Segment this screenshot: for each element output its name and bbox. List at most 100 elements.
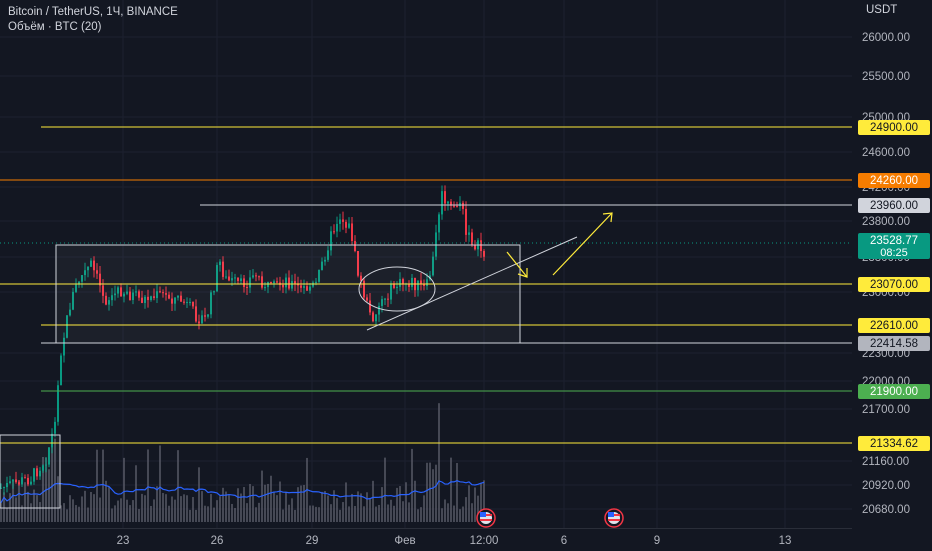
volume-bar xyxy=(75,505,77,522)
arrow-down-head xyxy=(517,268,528,278)
volume-bar xyxy=(435,464,437,522)
price-label: 23070.00 xyxy=(870,279,918,291)
volume-bar xyxy=(156,486,158,522)
candle xyxy=(45,464,47,466)
drawings-layer[interactable] xyxy=(0,126,852,509)
volume-bar xyxy=(477,495,479,522)
volume-bar xyxy=(360,493,362,522)
time-tick: 26 xyxy=(211,535,224,547)
candle xyxy=(369,300,371,313)
currency-label[interactable]: USDT xyxy=(866,4,898,16)
candle xyxy=(348,223,350,228)
price-label-bg xyxy=(858,436,930,451)
consolidation-ellipse[interactable] xyxy=(358,266,436,312)
candle xyxy=(42,465,44,471)
volume-bar xyxy=(324,491,326,522)
volume-bar xyxy=(417,509,419,522)
us-flag-icon[interactable] xyxy=(604,508,624,528)
volume-bar xyxy=(474,487,476,522)
volume-bar xyxy=(87,507,89,522)
range-rectangle[interactable] xyxy=(55,244,521,344)
volume-bar xyxy=(69,495,71,522)
candle xyxy=(150,296,152,301)
price-chart[interactable] xyxy=(0,0,852,528)
time-tick: 12:00 xyxy=(470,535,499,547)
arrow-down[interactable] xyxy=(506,251,528,278)
volume-bar xyxy=(24,482,26,522)
candle xyxy=(216,265,218,292)
volume-bar xyxy=(192,497,194,522)
volume-bar xyxy=(378,504,380,522)
range-rectangle-small[interactable] xyxy=(0,434,61,509)
volume-bar xyxy=(363,506,365,522)
candle xyxy=(129,291,131,301)
candle xyxy=(252,275,254,278)
volume-bar xyxy=(270,475,272,522)
time-axis[interactable]: 23 26 29 Фев 12:00 6 9 13 xyxy=(0,528,852,551)
candle xyxy=(78,281,80,285)
volume-bar xyxy=(339,509,341,522)
candle xyxy=(87,266,89,271)
volume-bars xyxy=(0,403,485,522)
arrow-up[interactable] xyxy=(552,212,613,276)
volume-bar xyxy=(150,505,152,522)
price-label: 23528.77 xyxy=(870,235,918,247)
candle xyxy=(294,281,296,284)
volume-bar xyxy=(15,497,17,522)
candle xyxy=(111,295,113,301)
price-axis[interactable]: 26000.0025500.0025000.0024600.0024200.00… xyxy=(852,0,932,528)
price-label-bg xyxy=(858,120,930,135)
candle xyxy=(240,278,242,281)
volume-bar xyxy=(0,502,2,522)
volume-bar xyxy=(147,449,149,522)
price-label-bg xyxy=(858,384,930,399)
volume-bar xyxy=(102,449,104,522)
volume-bar xyxy=(189,509,191,522)
volume-bar xyxy=(54,438,56,522)
candle xyxy=(264,287,266,289)
volume-bar xyxy=(402,501,404,522)
volume-bar xyxy=(408,502,410,522)
candle xyxy=(183,301,185,303)
candle xyxy=(261,276,263,288)
volume-bar xyxy=(222,487,224,522)
volume-bar xyxy=(39,502,41,522)
volume-indicator-label[interactable]: Объём · BTC (20) xyxy=(8,21,102,33)
candle xyxy=(345,221,347,228)
candle xyxy=(69,309,71,316)
trend-line[interactable] xyxy=(366,236,578,331)
volume-bar xyxy=(90,491,92,522)
candle xyxy=(354,240,356,252)
events-layer[interactable] xyxy=(476,508,624,528)
candle xyxy=(147,296,149,301)
candle xyxy=(99,273,101,286)
candle xyxy=(30,481,32,485)
symbol-title[interactable]: Bitcoin / TetherUS, 1Ч, BINANCE xyxy=(8,6,178,18)
volume-bar xyxy=(384,457,386,522)
candle xyxy=(105,295,107,305)
candle xyxy=(318,269,320,282)
price-label: 24900.00 xyxy=(870,122,918,134)
volume-bar xyxy=(429,462,431,522)
volume-bar xyxy=(21,505,23,522)
candle xyxy=(9,481,11,483)
volume-bar xyxy=(399,486,401,522)
volume-bar xyxy=(390,499,392,522)
candle xyxy=(72,291,74,310)
candle xyxy=(234,277,236,279)
price-label-bg xyxy=(858,318,930,333)
candle xyxy=(231,278,233,281)
candle xyxy=(408,283,410,287)
volume-ma-line xyxy=(0,480,485,503)
volume-bar xyxy=(144,495,146,522)
candle xyxy=(468,232,470,235)
volume-bar xyxy=(237,488,239,522)
candle xyxy=(141,297,143,303)
candle xyxy=(21,477,23,485)
candle xyxy=(6,482,8,488)
candle xyxy=(195,306,197,322)
us-flag-icon[interactable] xyxy=(476,508,496,528)
volume-bar xyxy=(78,506,80,522)
volume-bar xyxy=(480,483,482,522)
